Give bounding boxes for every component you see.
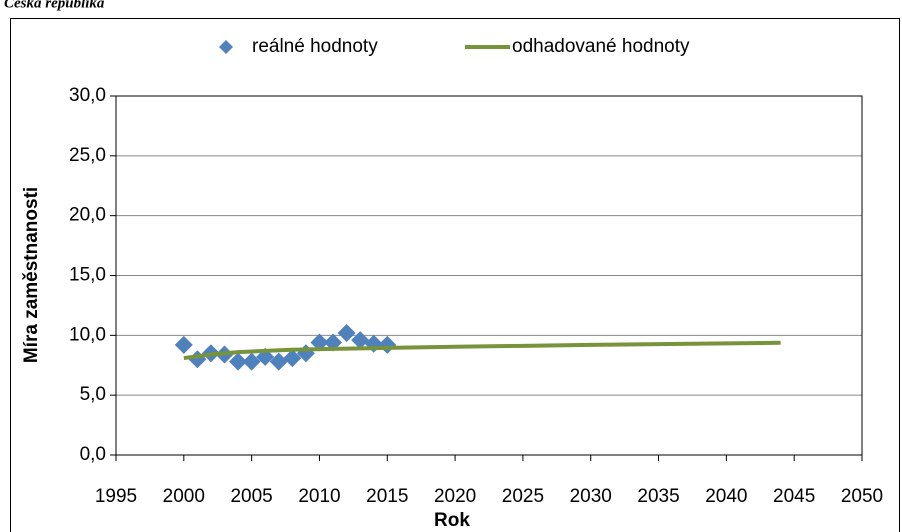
data-point xyxy=(174,335,193,354)
data-point xyxy=(378,335,397,354)
x-tick-label: 2030 xyxy=(570,486,612,507)
x-tick-label: 2050 xyxy=(841,486,883,507)
x-tick-label: 2005 xyxy=(230,486,272,507)
y-tick-label: 15,0 xyxy=(69,265,106,286)
x-tick-label: 2045 xyxy=(773,486,815,507)
y-axis-label: Míra zaměstnanosti xyxy=(21,187,42,363)
data-point xyxy=(351,331,370,350)
x-tick-label: 2020 xyxy=(434,486,476,507)
y-tick-label: 0,0 xyxy=(80,444,106,465)
legend-label: odhadované hodnoty xyxy=(512,36,690,57)
chart-border xyxy=(10,18,900,532)
y-tick-label: 20,0 xyxy=(69,205,106,226)
data-point xyxy=(229,352,248,371)
y-tick-label: 25,0 xyxy=(69,145,106,166)
x-tick-label: 2025 xyxy=(502,486,544,507)
y-tick-label: 10,0 xyxy=(69,324,106,345)
chart-title: Česká republika xyxy=(4,0,105,11)
data-point xyxy=(242,352,261,371)
x-tick-label: 2010 xyxy=(298,486,340,507)
x-axis-label: Rok xyxy=(434,510,470,531)
x-tick-label: 2040 xyxy=(705,486,747,507)
y-tick-label: 5,0 xyxy=(80,384,106,405)
x-tick-label: 1995 xyxy=(95,486,137,507)
y-tick-label: 30,0 xyxy=(69,85,106,106)
x-tick-label: 2000 xyxy=(163,486,205,507)
data-point xyxy=(283,349,302,368)
plot-border xyxy=(115,95,863,456)
x-tick-label: 2015 xyxy=(366,486,408,507)
legend-marker xyxy=(219,40,233,54)
estimate-line xyxy=(183,340,781,361)
data-point xyxy=(337,323,356,342)
data-point xyxy=(310,333,329,352)
legend-label: reálné hodnoty xyxy=(252,36,378,57)
data-point xyxy=(269,352,288,371)
x-tick-label: 2035 xyxy=(637,486,679,507)
